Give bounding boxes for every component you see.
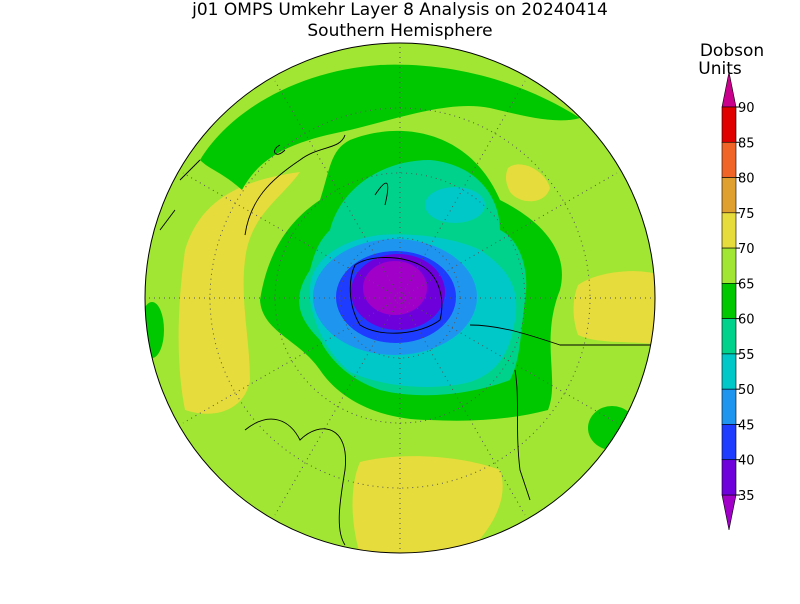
colorbar-under [721, 494, 737, 531]
colorbar-tick-label: 35 [738, 489, 755, 504]
colorbar-tick-label: 70 [738, 242, 755, 257]
colorbar-label: Units [698, 59, 742, 79]
colorbar-band [721, 353, 737, 390]
colorbar-band [721, 318, 737, 355]
colorbar-tick-label: 90 [738, 101, 755, 116]
map [145, 43, 655, 553]
colorbar-tick-label: 75 [738, 207, 755, 222]
colorbar-band [721, 424, 737, 461]
colorbar-band [721, 247, 737, 284]
colorbar-band [721, 283, 737, 319]
colorbar-tick-label: 60 [738, 313, 755, 328]
colorbar-band [721, 212, 737, 249]
colorbar-band [721, 459, 737, 496]
colorbar-band [721, 106, 737, 143]
map-border [144, 42, 656, 554]
contour-70 [178, 164, 655, 553]
colorbar-tick-label: 55 [738, 348, 755, 363]
title: j01 OMPS Umkehr Layer 8 Analysis on 2024… [191, 0, 608, 20]
colorbar-band [721, 177, 737, 214]
colorbar-tick-label: 40 [738, 454, 755, 469]
colorbar-tick-label: 50 [738, 383, 755, 398]
contour-35 [363, 261, 427, 315]
graticule [145, 43, 655, 553]
colorbar-tick-label: 65 [738, 277, 755, 292]
colorbar-band [721, 388, 737, 425]
colorbar-band [721, 141, 737, 178]
colorbar-tick-label: 80 [738, 172, 755, 187]
subtitle: Southern Hemisphere [307, 21, 492, 41]
colorbar-tick-label: 85 [738, 136, 755, 151]
coastlines [159, 134, 655, 546]
colorbar-label: Dobson [700, 41, 764, 61]
colorbar: Dobson Units 90 85 80 75 70 65 60 55 50 45 40 35 [698, 41, 764, 531]
colorbar-tick-label: 45 [738, 418, 755, 433]
